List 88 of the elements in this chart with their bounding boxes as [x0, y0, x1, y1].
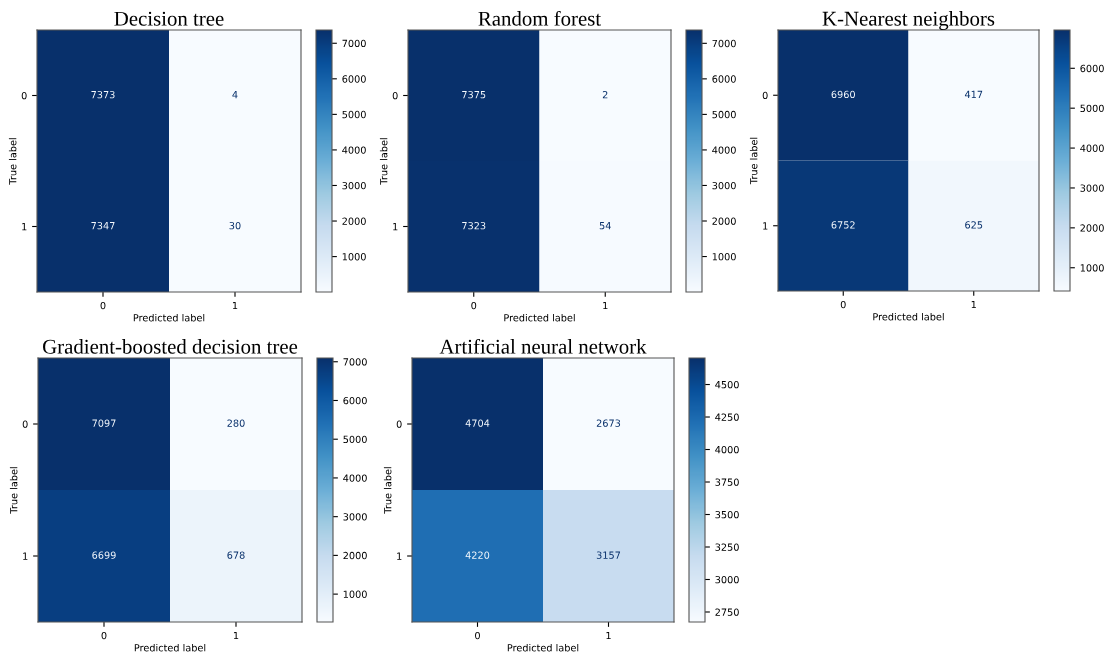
color-bar-label: 4000 — [342, 146, 366, 154]
color-bar-label: 3250 — [715, 543, 739, 551]
data-label: 280 — [227, 419, 245, 427]
color-bar-label: 6000 — [342, 75, 366, 83]
color-bar-label: 4000 — [343, 474, 367, 482]
color-bar-label: 5000 — [1080, 104, 1104, 113]
chart-title: K-Nearest neighbors — [822, 11, 995, 30]
color-bar-label: 2000 — [342, 217, 366, 225]
x-axis-title: Predicted label — [134, 643, 206, 652]
color-bar-label: 3000 — [342, 181, 366, 190]
x-tick-label: 0 — [100, 301, 106, 310]
y-tick-label: 1 — [23, 552, 28, 560]
data-label: 54 — [599, 222, 611, 230]
data-label: 7373 — [91, 90, 115, 99]
color-bar-label: 6000 — [1080, 64, 1104, 73]
color-bar-label: 7000 — [342, 39, 366, 48]
data-label: 417 — [964, 90, 983, 98]
data-label: 7323 — [462, 221, 486, 230]
data-label: 4704 — [465, 419, 490, 427]
data-label: 2673 — [596, 419, 621, 427]
x-tick-label: 0 — [475, 631, 480, 640]
color-bar-label: 7000 — [712, 39, 736, 48]
color-bar-label: 4000 — [712, 146, 736, 154]
x-tick-label: 1 — [233, 632, 239, 640]
color-bar-label: 2750 — [715, 608, 739, 616]
data-label: 6960 — [831, 90, 855, 99]
x-tick-label: 0 — [471, 301, 477, 310]
x-tick-label: 1 — [971, 301, 976, 309]
color-bar-label: 7000 — [343, 358, 367, 366]
y-tick-label: 0 — [392, 91, 398, 100]
color-bar-label: 4500 — [715, 380, 739, 389]
color-bar-label: 4250 — [715, 413, 739, 421]
chart-title: Gradient-boosted decision tree — [43, 339, 298, 354]
y-tick-label: 1 — [397, 552, 402, 560]
y-tick-label: 0 — [396, 420, 402, 428]
color-bar-label: 5000 — [342, 110, 366, 119]
color-bar-label: 3750 — [715, 478, 739, 486]
data-label: 6752 — [831, 221, 855, 229]
color-bar-label: 4000 — [715, 445, 739, 454]
y-axis-title: True label — [8, 138, 17, 185]
color-bar-label: 3000 — [1080, 184, 1104, 192]
color-bar-label: 5000 — [712, 110, 736, 119]
color-bar-label: 1000 — [343, 590, 367, 598]
chart-title: Random forest — [478, 10, 601, 26]
data-label: 2 — [602, 90, 608, 99]
data-label: 7097 — [92, 419, 116, 427]
data-label: 30 — [229, 221, 241, 230]
color-bar-label: 6000 — [712, 75, 736, 83]
color-bar-label: 2000 — [343, 551, 367, 560]
color-bar-label: 1000 — [712, 253, 736, 261]
color-bar-label: 1000 — [342, 253, 366, 261]
chart-title: Decision tree — [114, 11, 224, 26]
color-bar-label: 3000 — [343, 513, 367, 521]
color-bar-label: 6000 — [343, 396, 367, 405]
color-bar-label: 4000 — [1080, 144, 1104, 152]
data-label: 678 — [227, 551, 245, 559]
y-axis-title: True label — [383, 467, 392, 514]
x-axis-title: Predicted label — [133, 313, 205, 322]
y-tick-label: 1 — [393, 223, 398, 231]
y-axis-title: True label — [9, 467, 18, 514]
color-bar-label: 2000 — [1080, 224, 1104, 232]
x-axis-title: Predicted label — [504, 313, 575, 322]
y-tick-label: 1 — [22, 223, 27, 231]
color-bar-label: 3000 — [712, 181, 736, 190]
color-bar-label: 3500 — [715, 510, 739, 519]
x-tick-label: 0 — [101, 631, 107, 640]
data-label: 7375 — [462, 90, 486, 99]
data-label: 4 — [232, 91, 238, 99]
data-label: 7347 — [91, 221, 115, 230]
y-axis-title: True label — [749, 137, 758, 185]
y-tick-label: 0 — [22, 420, 28, 428]
color-bar-label: 3000 — [715, 575, 739, 584]
color-bar-label: 1000 — [1080, 264, 1104, 272]
data-label: 625 — [965, 221, 983, 229]
x-axis-title: Predicted label — [507, 643, 579, 652]
color-bar-label: 2000 — [712, 217, 736, 225]
x-axis-title: Predicted label — [873, 312, 944, 321]
color-bar-label: 5000 — [343, 435, 367, 444]
x-tick-label: 0 — [840, 300, 846, 309]
x-tick-label: 1 — [603, 302, 608, 310]
chart-title: Artificial neural network — [439, 338, 647, 354]
x-tick-label: 1 — [232, 302, 238, 310]
y-axis-title: True label — [379, 138, 388, 185]
data-label: 4220 — [465, 551, 490, 559]
y-tick-label: 0 — [21, 91, 27, 100]
data-label: 6699 — [92, 551, 116, 559]
x-tick-label: 1 — [606, 632, 611, 640]
data-label: 3157 — [596, 551, 621, 559]
